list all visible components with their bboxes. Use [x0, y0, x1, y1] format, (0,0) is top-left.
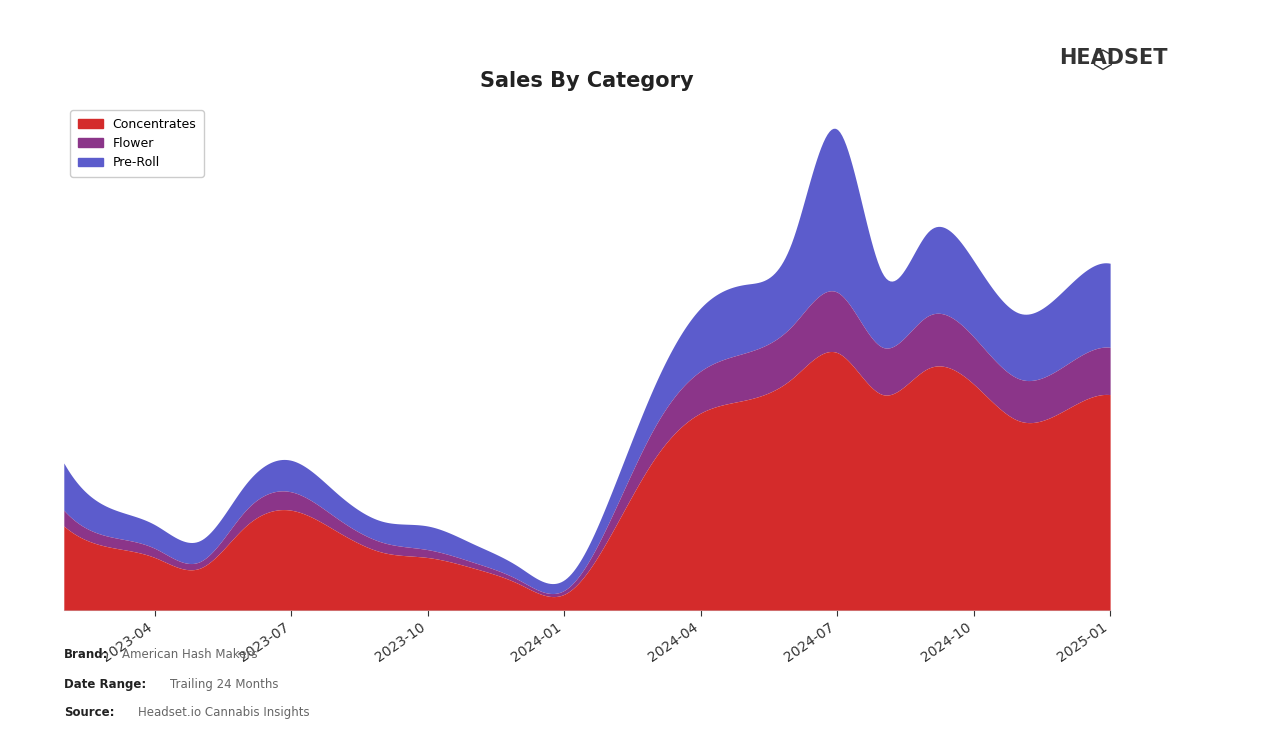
- Text: HEADSET: HEADSET: [1059, 48, 1168, 68]
- Text: ⬡: ⬡: [1091, 48, 1113, 72]
- Text: Brand:: Brand:: [64, 649, 108, 661]
- Text: American Hash Makers: American Hash Makers: [122, 649, 258, 661]
- Text: Headset.io Cannabis Insights: Headset.io Cannabis Insights: [138, 706, 310, 719]
- Legend: Concentrates, Flower, Pre-Roll: Concentrates, Flower, Pre-Roll: [70, 110, 204, 177]
- Text: Date Range:: Date Range:: [64, 679, 145, 691]
- Text: Source:: Source:: [64, 706, 115, 719]
- Text: Trailing 24 Months: Trailing 24 Months: [170, 679, 278, 691]
- Title: Sales By Category: Sales By Category: [480, 71, 694, 92]
